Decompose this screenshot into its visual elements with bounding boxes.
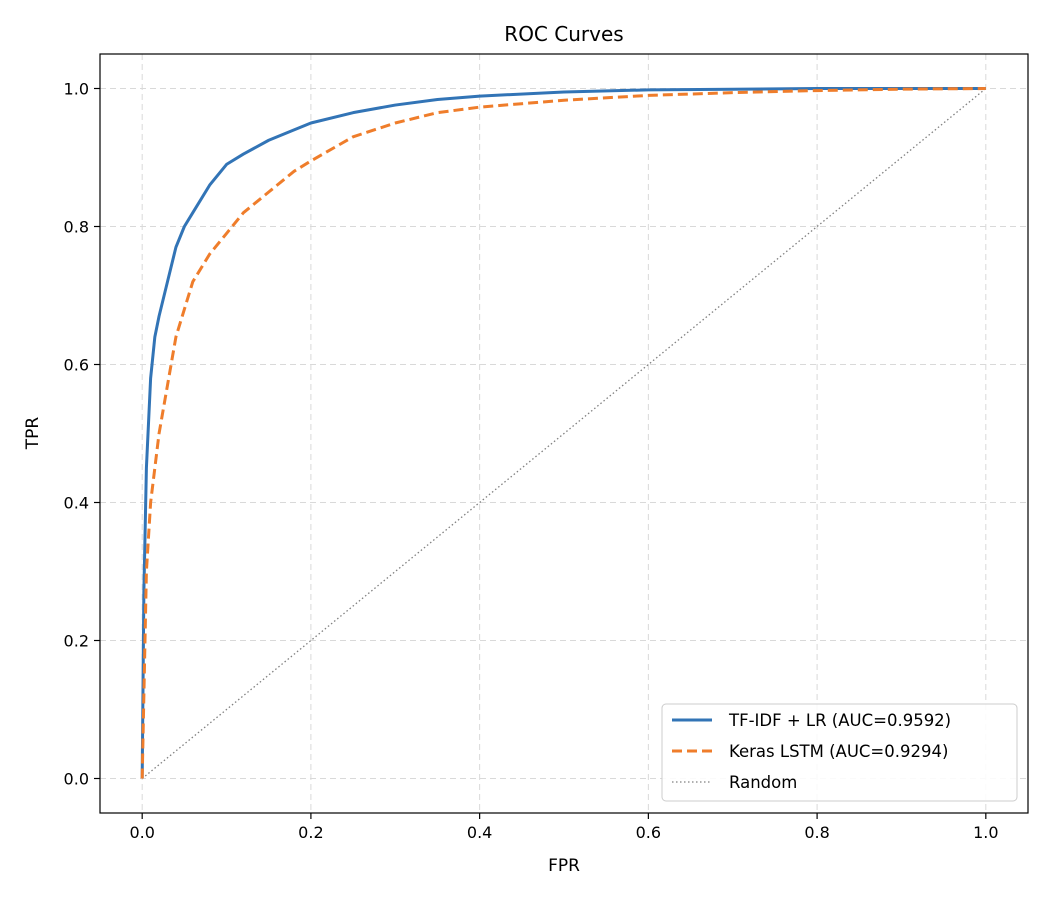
x-tick-label: 0.6 (636, 823, 661, 842)
chart-title: ROC Curves (504, 22, 623, 46)
ticks: 0.0 0.2 0.4 0.6 0.8 1.0 0.0 0.2 0.4 0.6 0.8 1.0 (64, 80, 999, 843)
legend-label: TF-IDF + LR (AUC=0.9592) (728, 711, 951, 730)
legend-label: Keras LSTM (AUC=0.9294) (729, 742, 948, 761)
y-tick-label: 1.0 (64, 80, 89, 99)
x-tick-label: 0.0 (129, 823, 154, 842)
series-line-tf-idf (140, 87, 986, 779)
y-tick-label: 0.6 (64, 356, 89, 375)
plot-frame (99, 53, 1029, 814)
x-tick-label: 0.8 (804, 823, 829, 842)
legend-box (661, 703, 1018, 802)
x-tick-label: 0.4 (467, 823, 492, 842)
x-tick-label: 1.0 (973, 823, 998, 842)
legend: TF-IDF + LR (AUC=0.9592) Keras LSTM (AUC=… (661, 703, 1018, 802)
y-tick-label: 0.2 (64, 632, 89, 651)
series-layer (140, 87, 987, 780)
y-axis-label: TPR (23, 417, 43, 451)
x-tick-label: 0.2 (298, 823, 323, 842)
x-axis-label: FPR (548, 856, 580, 876)
y-tick-label: 0.0 (64, 770, 89, 789)
series-line-random (141, 87, 987, 780)
y-tick-label: 0.4 (64, 494, 89, 513)
y-tick-label: 0.8 (64, 218, 89, 237)
series-line-keras (140, 87, 986, 779)
legend-label: Random (729, 773, 797, 792)
